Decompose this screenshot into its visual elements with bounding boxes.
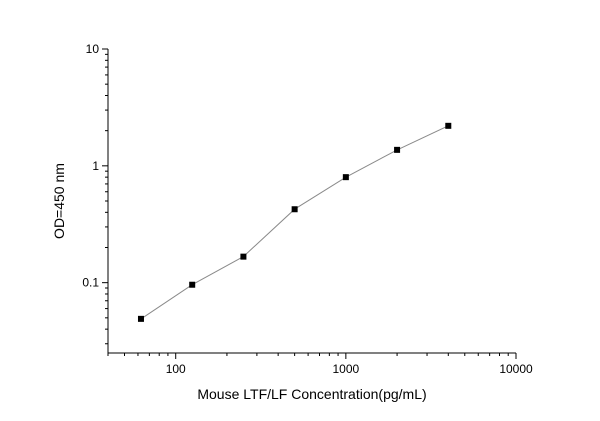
y-tick-label: 1 — [92, 159, 99, 173]
data-point — [189, 281, 196, 288]
chart-axes: 100 1000 10000 0.1 1 10 — [82, 42, 533, 376]
data-point — [445, 122, 452, 129]
data-point — [137, 315, 144, 322]
x-axis-title: Mouse LTF/LF Concentration(pg/mL) — [197, 386, 426, 402]
series-line — [140, 125, 449, 320]
data-point — [291, 206, 298, 213]
plot-area — [137, 122, 452, 322]
data-point — [240, 253, 247, 260]
x-tick-label: 10000 — [499, 362, 533, 376]
y-tick-label: 0.1 — [82, 276, 99, 290]
data-point — [394, 146, 401, 153]
data-point — [342, 174, 349, 181]
x-tick-label: 100 — [166, 362, 186, 376]
y-axis-title: OD=450 nm — [51, 163, 67, 239]
x-tick-label: 1000 — [333, 362, 360, 376]
y-tick-label: 10 — [86, 42, 100, 56]
